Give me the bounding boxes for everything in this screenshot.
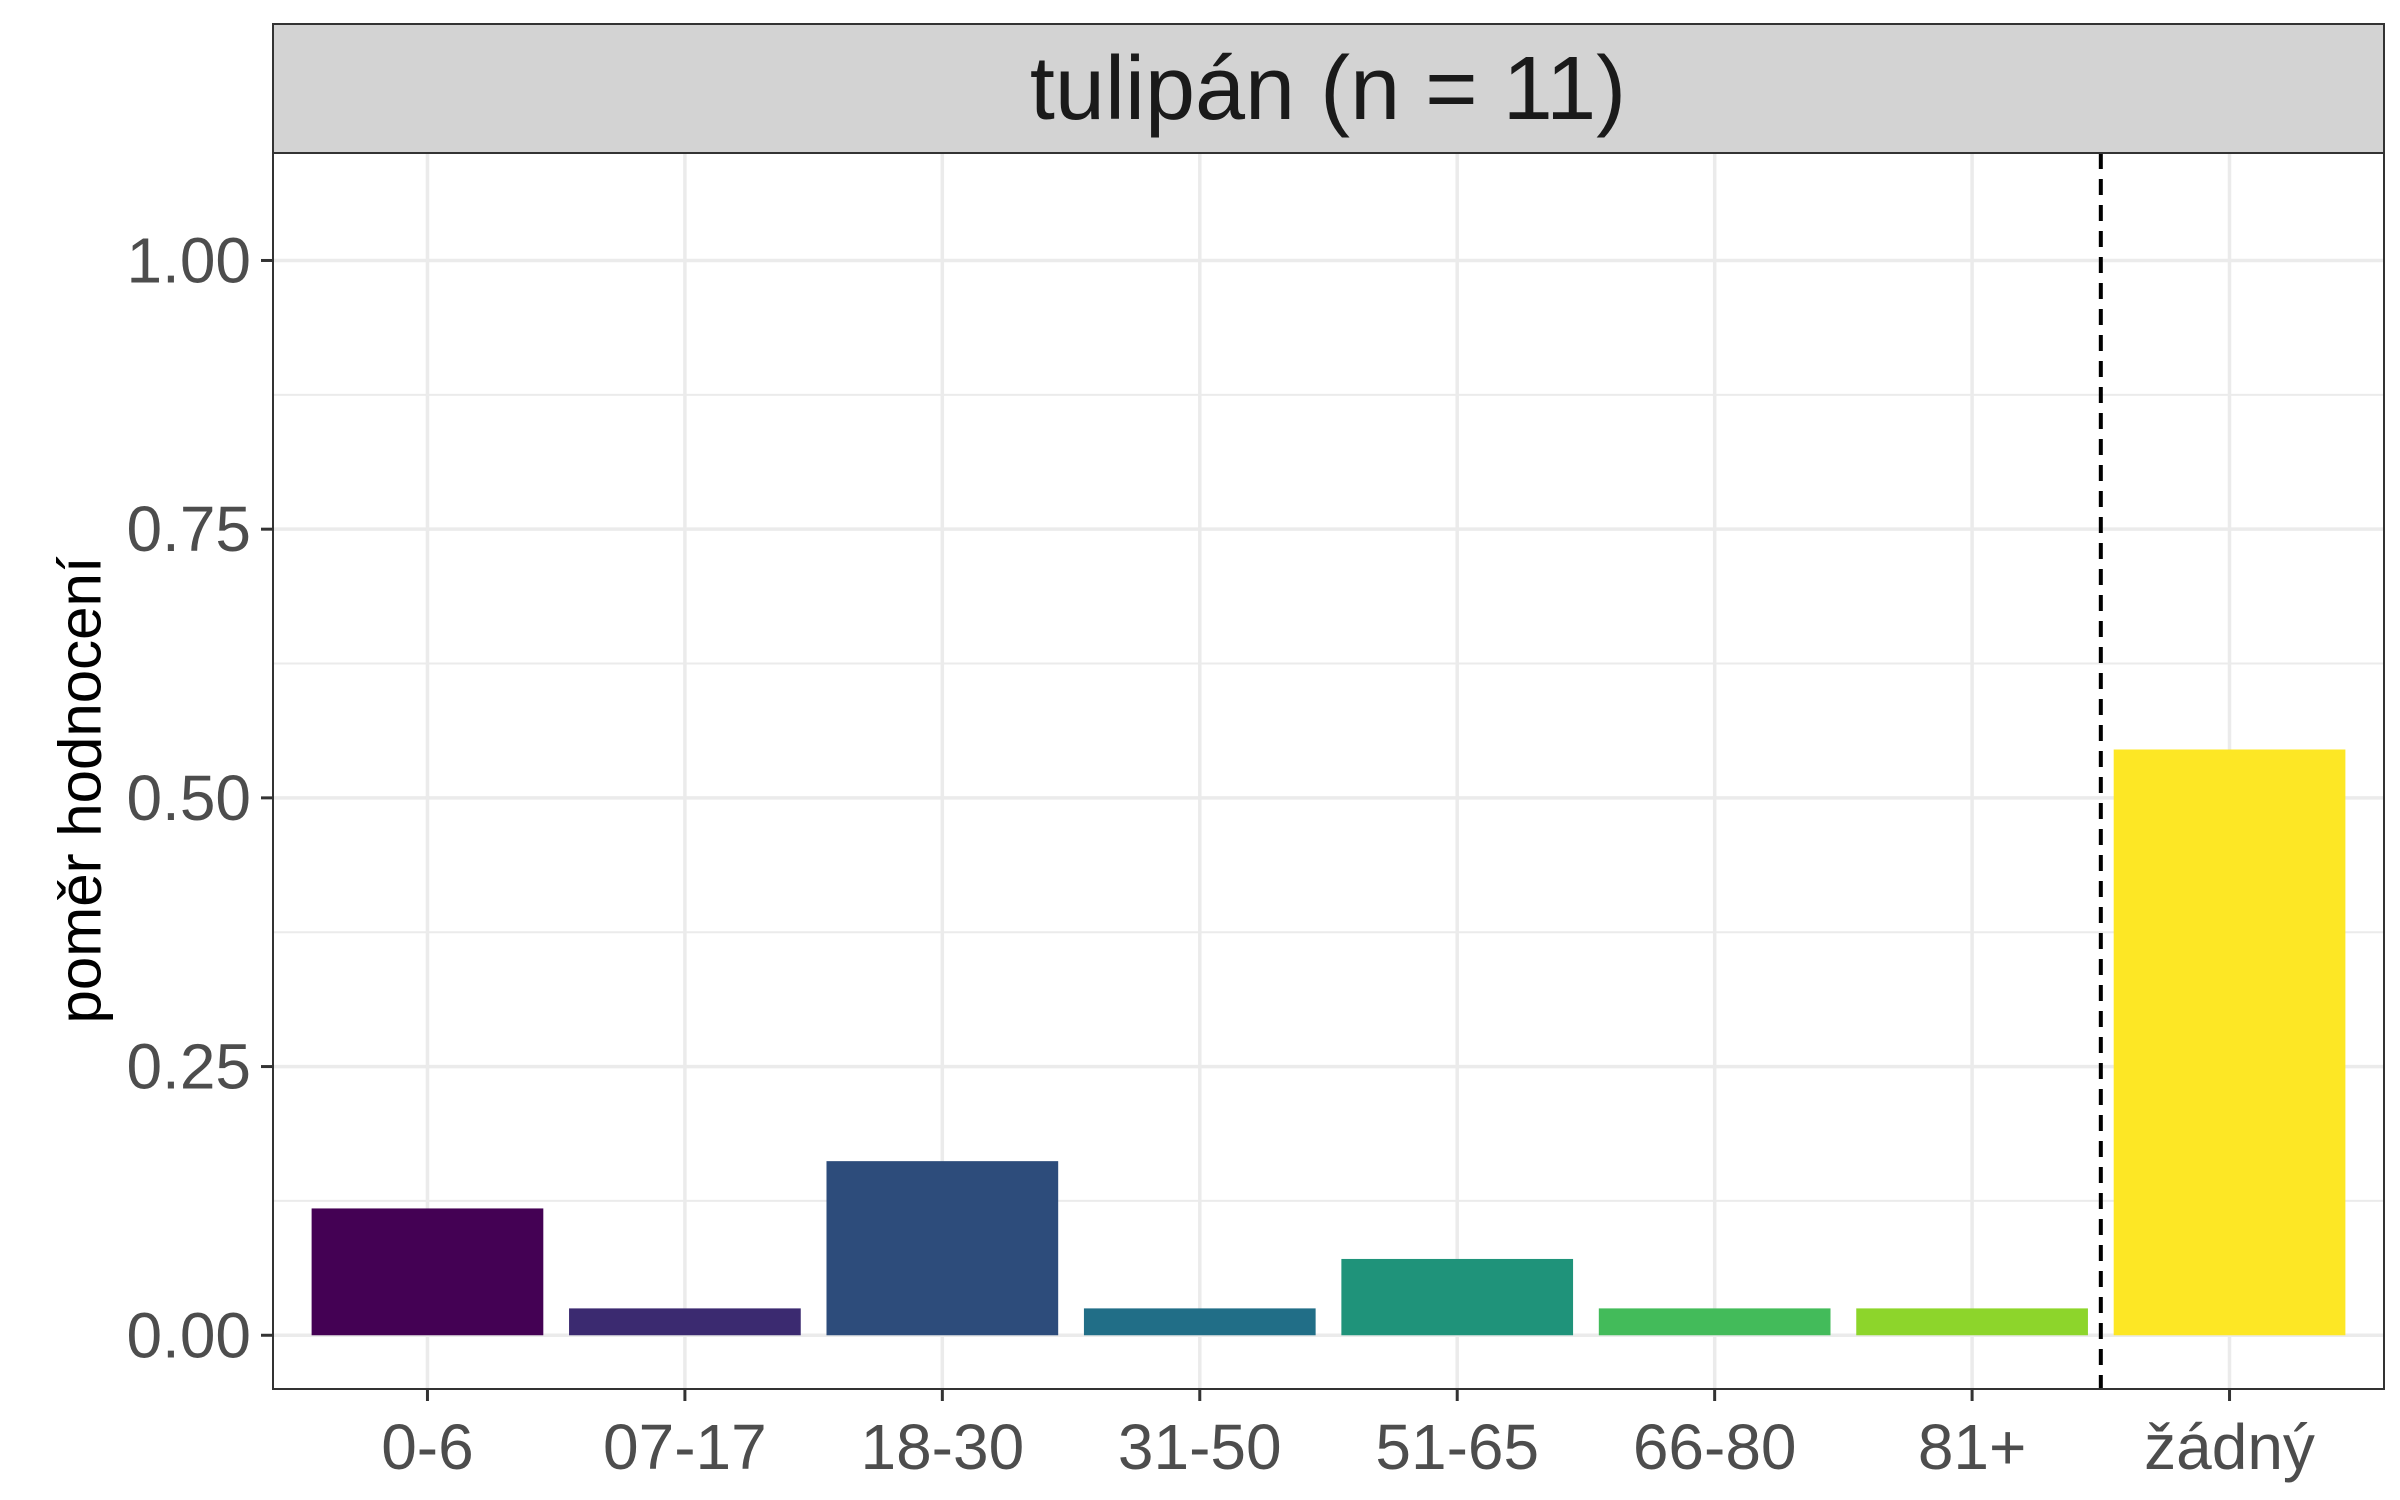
- bar-18-30: [826, 1161, 1059, 1336]
- x-tick-label: žádný: [2144, 1411, 2315, 1483]
- bars: [311, 749, 2346, 1336]
- facet-strip: [272, 23, 2385, 154]
- panel-border: [272, 152, 2385, 1390]
- bar-31-50: [1083, 1308, 1316, 1336]
- y-tick-label: 0.25: [126, 1031, 251, 1103]
- chart-title: tulipán (n = 11): [1030, 39, 1626, 139]
- y-tick-label: 0.75: [126, 493, 251, 565]
- bar-žádný: [2113, 749, 2346, 1336]
- x-tick-label: 07-17: [603, 1411, 767, 1483]
- x-tick-label: 51-65: [1375, 1411, 1539, 1483]
- bar-81+: [1856, 1308, 2088, 1336]
- y-tick-label: 0.00: [126, 1299, 251, 1371]
- x-tick-label: 18-30: [860, 1411, 1024, 1483]
- y-tick-label: 0.50: [126, 762, 251, 834]
- bar-07-17: [569, 1308, 801, 1336]
- y-axis: 0.00 0.25 0.50 0.75 1.00: [126, 224, 273, 1371]
- bar-66-80: [1598, 1308, 1831, 1336]
- plot-panel: [272, 152, 2385, 1390]
- bar-51-65: [1341, 1258, 1574, 1336]
- y-tick-label: 1.00: [126, 224, 251, 296]
- x-tick-label: 66-80: [1633, 1411, 1797, 1483]
- x-tick-label: 31-50: [1118, 1411, 1282, 1483]
- x-axis: 0-6 07-17 18-30 31-50 51-65 66-80 81+ žádný: [381, 1389, 2315, 1483]
- bar-0-6: [311, 1208, 544, 1336]
- y-axis-title: poměr hodnocení: [47, 556, 114, 1023]
- x-tick-label: 0-6: [381, 1411, 474, 1483]
- x-tick-label: 81+: [1918, 1411, 2027, 1483]
- minor-gridlines: [273, 393, 2384, 1202]
- major-gridlines: [273, 153, 2384, 1389]
